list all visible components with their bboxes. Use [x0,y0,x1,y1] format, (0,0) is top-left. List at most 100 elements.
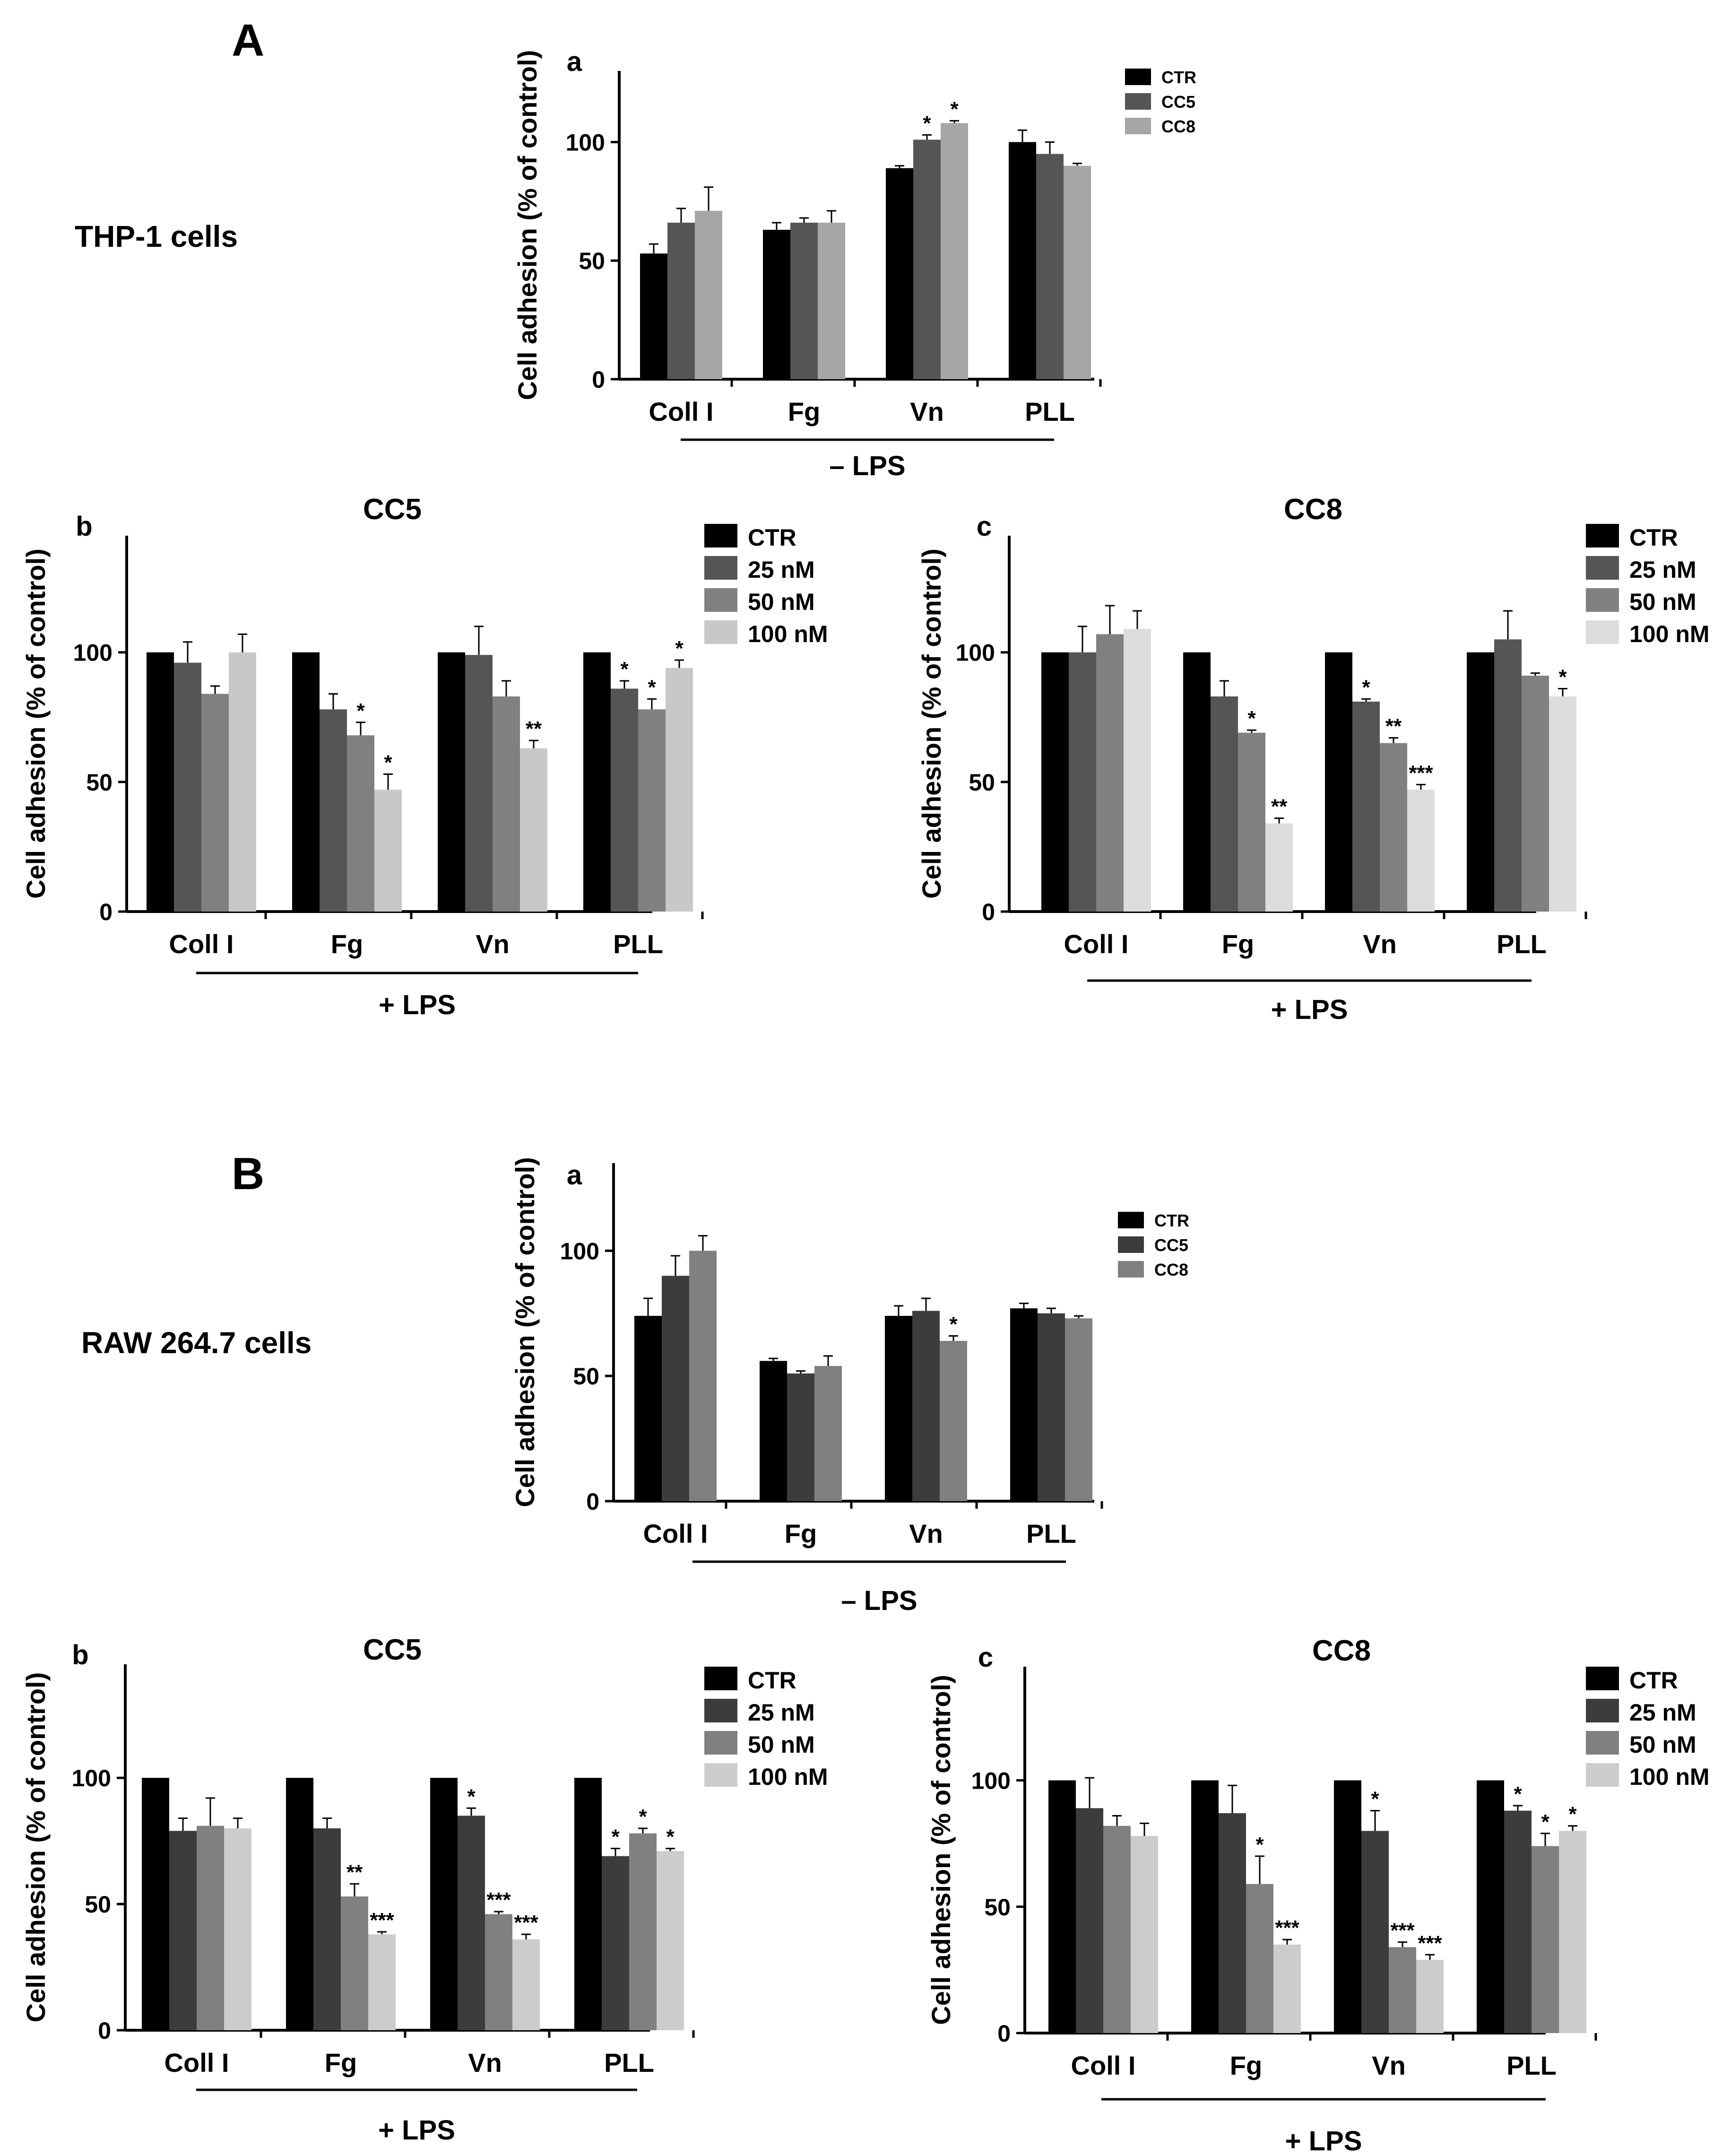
bar-cc8-vn [940,1341,967,1501]
bar-25-nm-fg [320,709,347,912]
bar-cc8-vn [941,123,968,379]
x-tick-label-fg: Fg [785,1519,817,1548]
chart-panel-b-c: c CC8 0 50 100 Cell adhesion (% of control) Co… [926,1634,1710,2156]
x-tick-label-vn: Vn [909,1519,943,1548]
panel-label: c [977,511,992,542]
legend-label-100-nm: 100 nM [748,621,828,647]
legend-label-50-nm: 50 nM [748,1731,815,1758]
legend-label-ctr: CTR [1629,524,1678,551]
bar-50-nm-pll [1532,1846,1559,2033]
significance-marker: * [611,1826,620,1849]
legend-swatch-25-nm [704,556,737,580]
chart-title: CC8 [1284,493,1342,526]
y-axis-label: Cell adhesion (% of control) [510,1157,540,1507]
significance-marker: *** [1409,761,1433,784]
bar-cc8-coll-i [695,210,722,379]
legend-swatch-cc8 [1125,118,1151,134]
section-a-label: A [232,15,264,66]
bar-cc5-vn [912,1311,940,1501]
bar-100-nm-pll [666,668,693,912]
legend-label-100-nm: 100 nM [748,1764,828,1790]
bar-ctr-vn [430,1778,458,2030]
x-tick-label-pll: PLL [1506,2051,1557,2080]
legend-swatch-25-nm [1586,556,1619,580]
bar-cc8-pll [1064,165,1091,379]
x-tick-label-vn: Vn [476,929,510,959]
bar-ctr-fg [1191,1780,1219,2033]
bar-50-nm-pll [1522,676,1549,912]
bar-cc5-pll [1036,154,1064,379]
legend-label-ctr: CTR [1629,1667,1678,1694]
legend-label-50-nm: 50 nM [1629,589,1696,615]
y-axis-label: Cell adhesion (% of control) [917,548,946,898]
y-tick-label: 100 [560,1238,599,1264]
bar-ctr-pll [574,1778,602,2030]
chart-panel-b-a: a 0 50 100 Cell adhesion (% of control) Coll … [510,1157,1189,1616]
legend-swatch-100-nm [1586,620,1619,644]
bar-100-nm-coll-i [224,1828,251,2030]
legend-label-25-nm: 25 nM [1629,1699,1696,1726]
significance-marker: * [1362,676,1370,699]
significance-marker: *** [1275,1916,1299,1939]
significance-marker: * [1558,665,1567,688]
group-label: + LPS [379,990,456,1020]
x-tick-label-coll-i: Coll I [1064,929,1129,959]
legend-label-25-nm: 25 nM [748,556,815,583]
significance-marker: * [356,699,365,722]
bar-50-nm-fg [1246,1884,1273,2033]
bar-50-nm-vn [493,696,520,912]
bar-ctr-fg [292,652,320,912]
bar-25-nm-vn [465,655,493,912]
y-tick-label: 50 [984,1894,1011,1921]
y-axis-label: Cell adhesion (% of control) [512,50,542,400]
bar-100-nm-fg [1265,823,1293,912]
bar-25-nm-coll-i [169,1831,197,2030]
legend-swatch-ctr [1586,524,1619,548]
legend-swatch-ctr [704,1667,737,1690]
bar-ctr-coll-i [1041,652,1069,912]
legend-swatch-50-nm [704,1731,737,1755]
significance-marker: *** [486,1888,511,1912]
legend-swatch-50-nm [1586,588,1619,612]
bar-cc5-coll-i [662,1276,689,1501]
bar-ctr-coll-i [147,652,174,912]
bar-25-nm-coll-i [1069,652,1096,912]
y-tick-label: 0 [98,2017,111,2044]
bar-cc8-fg [818,222,845,379]
bar-100-nm-coll-i [1124,629,1151,912]
bar-25-nm-vn [458,1816,485,2030]
significance-marker: * [648,676,656,699]
significance-marker: *** [370,1909,394,1932]
x-tick-label-vn: Vn [1363,929,1397,959]
bar-ctr-fg [286,1778,313,2030]
bar-25-nm-fg [1211,696,1238,912]
x-tick-label-fg: Fg [325,2048,357,2078]
chart-title: CC5 [363,1634,422,1666]
y-tick-label: 50 [579,248,605,274]
bar-50-nm-pll [629,1833,657,2030]
x-tick-label-pll: PLL [613,929,663,959]
significance-marker: ** [1385,715,1402,738]
bar-ctr-pll [1477,1780,1504,2033]
chart-title: CC8 [1312,1634,1371,1667]
chart-panel-b-b: b CC5 0 50 100 Cell adhesion (% of control) Co… [21,1634,828,2146]
significance-marker: * [923,112,931,135]
bar-ctr-fg [760,1361,787,1501]
significance-marker: * [675,637,684,660]
bar-cc5-coll-i [667,222,695,379]
legend-label-cc8: CC8 [1161,117,1195,136]
legend-label-cc5: CC5 [1154,1235,1188,1255]
section-b-label: B [232,1148,264,1199]
legend-label-50-nm: 50 nM [1629,1731,1696,1758]
bar-100-nm-fg [374,790,402,912]
bar-25-nm-coll-i [1076,1808,1103,2033]
bar-25-nm-pll [1494,639,1522,912]
x-tick-label-fg: Fg [788,397,820,426]
y-tick-label: 50 [85,1891,111,1918]
bar-50-nm-coll-i [201,694,229,912]
bar-50-nm-vn [1380,743,1407,912]
bar-100-nm-fg [1273,1944,1301,2033]
significance-marker: * [1255,1833,1264,1856]
legend-swatch-100-nm [704,620,737,644]
y-axis-label: Cell adhesion (% of control) [21,1672,51,2022]
